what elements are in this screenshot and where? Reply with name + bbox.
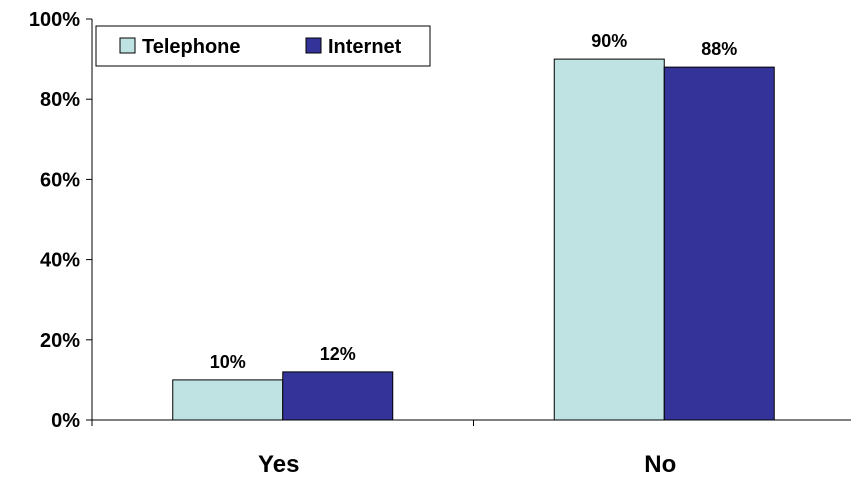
legend: Telephone Internet	[95, 25, 431, 67]
x-category-label: No	[644, 451, 676, 478]
y-tick-label: 60%	[40, 169, 80, 191]
data-label: 12%	[320, 344, 356, 364]
data-labels: 10% 90% 12% 88%	[210, 31, 738, 372]
y-axis: 0% 20% 40% 60% 80% 100%	[29, 9, 93, 432]
y-tick-label: 0%	[51, 410, 80, 432]
data-label: 88%	[701, 39, 737, 59]
bar-telephone	[553, 58, 665, 421]
y-tick-label: 40%	[40, 250, 80, 272]
y-tick-label: 20%	[40, 330, 80, 352]
bars	[172, 58, 775, 421]
x-category-label: Yes	[258, 451, 299, 478]
legend-swatch-internet	[305, 37, 322, 54]
y-tick-label: 100%	[29, 9, 80, 31]
bar-telephone	[172, 379, 284, 421]
x-axis: Yes No	[91, 419, 851, 478]
bar-internet	[663, 66, 775, 421]
legend-label: Telephone	[142, 36, 241, 58]
legend-box	[95, 25, 431, 67]
data-label: 10%	[210, 352, 246, 372]
legend-swatch-telephone	[119, 37, 136, 54]
bar-internet	[282, 371, 394, 421]
legend-label: Internet	[328, 36, 402, 58]
data-label: 90%	[591, 31, 627, 51]
y-tick-label: 80%	[40, 89, 80, 111]
